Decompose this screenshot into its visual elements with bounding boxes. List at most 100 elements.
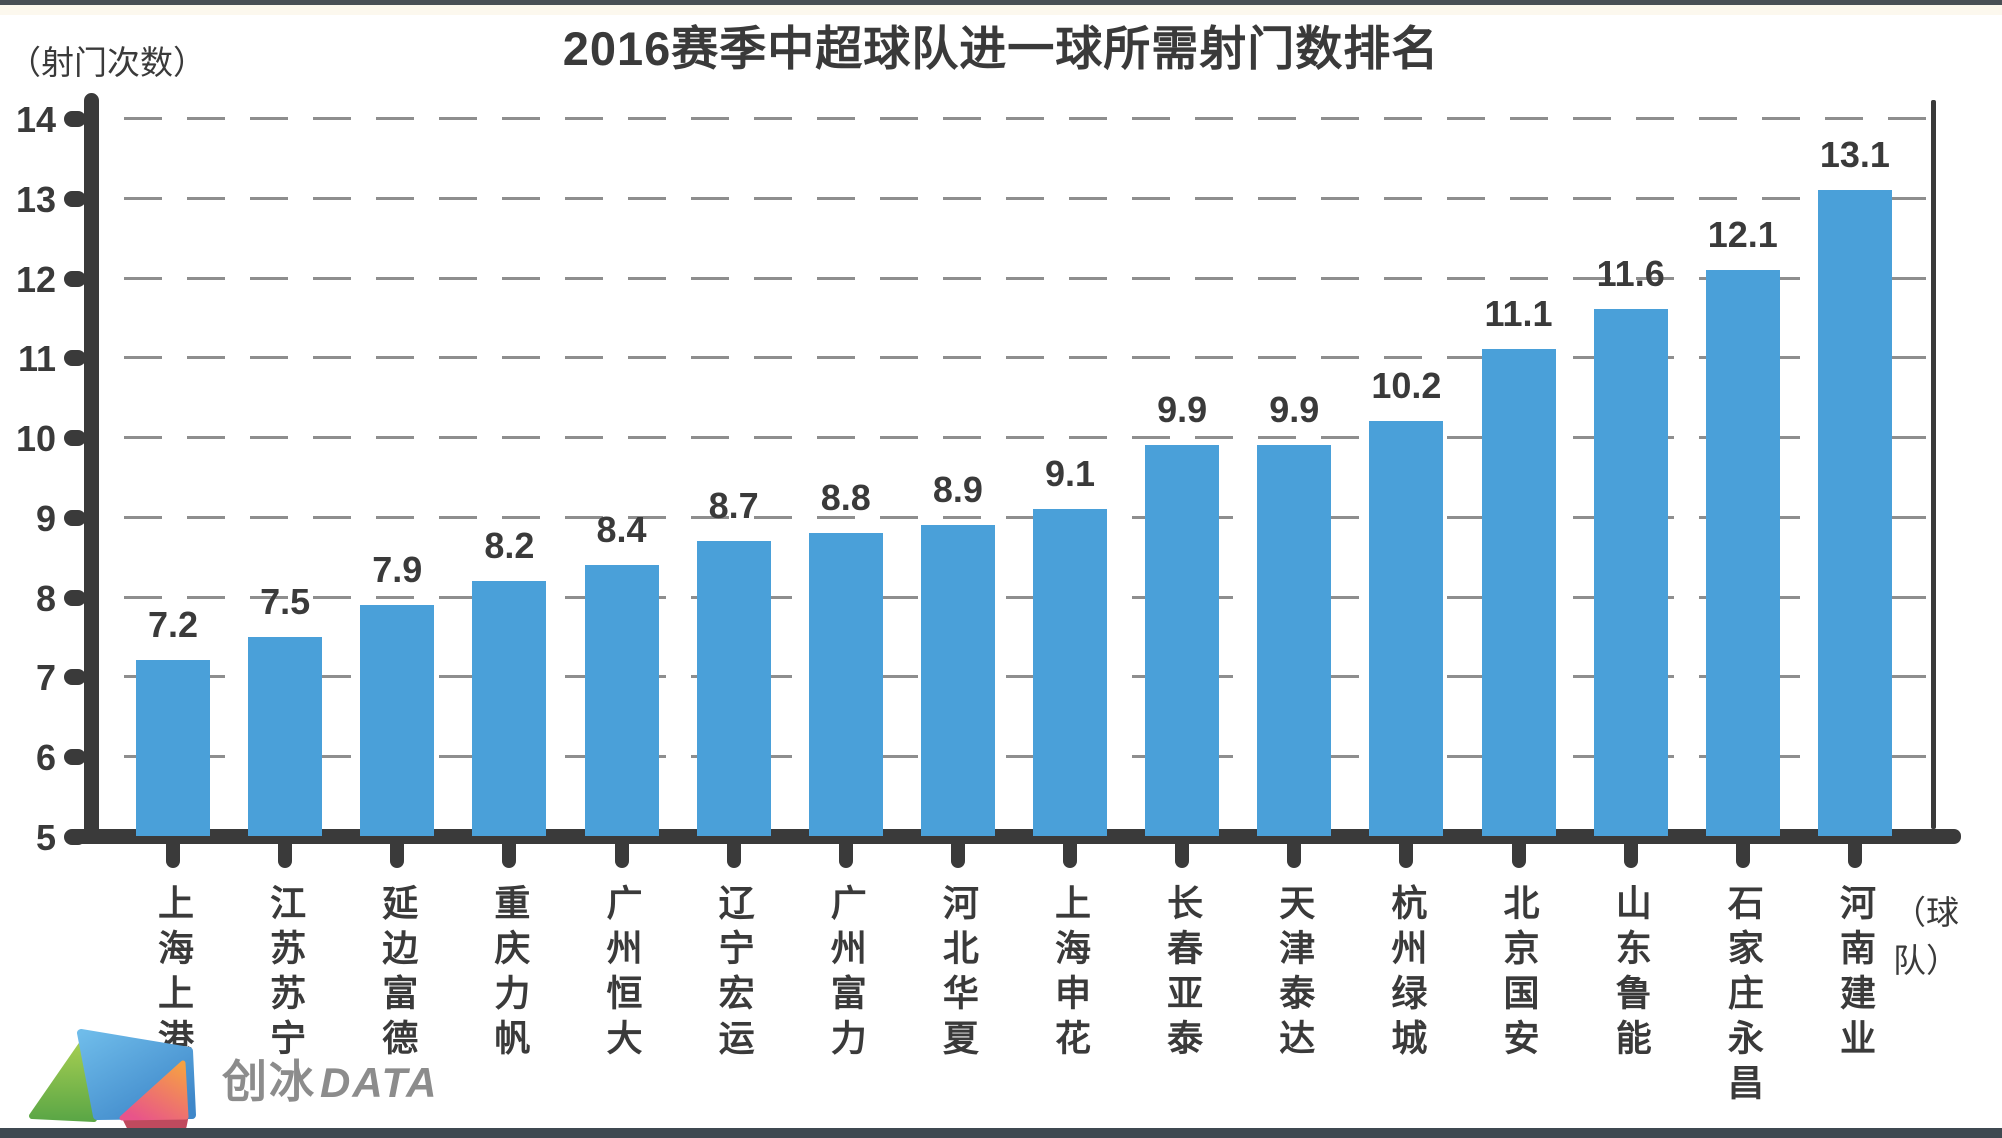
gridline [124, 755, 1931, 759]
bar-value-label: 7.2 [147, 604, 199, 646]
y-tick-label: 11 [17, 338, 56, 380]
bar [584, 564, 659, 836]
team-label: 江苏苏宁 [265, 884, 307, 1064]
x-tick [1735, 840, 1750, 868]
x-tick [614, 840, 629, 868]
bar [1257, 445, 1332, 836]
x-tick [390, 840, 405, 868]
y-tick [64, 270, 86, 287]
y-tick-label: 10 [15, 418, 56, 460]
x-tick [166, 840, 180, 868]
gridline [124, 196, 1931, 200]
bar-value-label: 12.1 [1707, 213, 1778, 255]
bottom-border-strip [0, 1128, 2002, 1138]
y-tick-label: 13 [15, 178, 56, 220]
bar-value-label: 11.1 [1484, 293, 1553, 335]
y-tick-label: 9 [35, 497, 56, 539]
team-label: 河南建业 [1834, 884, 1876, 1064]
y-tick [64, 829, 86, 845]
x-tick [1399, 840, 1414, 868]
bar [1369, 421, 1444, 836]
y-tick-label: 5 [35, 817, 56, 858]
bar-value-label: 8.9 [932, 468, 983, 510]
y-axis-unit-label: （射门次数） [8, 44, 206, 81]
x-tick [1063, 840, 1078, 868]
gridline [124, 595, 1931, 599]
bar [808, 532, 883, 836]
y-axis-line [84, 93, 99, 843]
x-tick [1175, 840, 1190, 868]
bar [472, 580, 547, 836]
bar [248, 636, 323, 836]
y-tick-label: 7 [35, 657, 56, 699]
team-label: 长春亚泰 [1162, 884, 1204, 1064]
bar [920, 524, 995, 836]
team-label: 北京国安 [1498, 884, 1540, 1064]
bar [1817, 189, 1892, 836]
y-tick-label: 14 [15, 98, 56, 140]
team-label: 山东鲁能 [1610, 884, 1652, 1064]
bar-value-label: 8.2 [484, 524, 535, 566]
bar-value-label: 8.4 [596, 508, 647, 550]
x-axis-line [68, 829, 1961, 844]
y-tick [64, 350, 86, 367]
x-axis-unit-label: （球队） [1893, 894, 1959, 979]
team-label: 广州富力 [825, 884, 867, 1064]
team-label: 河北华夏 [937, 884, 979, 1064]
bar-value-label: 13.1 [1819, 133, 1890, 175]
x-tick [1287, 840, 1302, 868]
y-tick [64, 509, 86, 526]
gridline [124, 276, 1931, 280]
y-tick [64, 430, 86, 447]
bar-value-label: 8.8 [820, 476, 871, 518]
x-tick [278, 840, 293, 868]
gridline [124, 116, 1931, 120]
y-tick-label: 8 [35, 577, 56, 619]
y-tick [64, 190, 86, 207]
x-tick [726, 840, 741, 868]
bar [136, 660, 210, 836]
gridline [124, 436, 1931, 440]
x-tick [838, 840, 853, 868]
x-tick [1511, 840, 1526, 868]
bar [1033, 508, 1108, 836]
logo-text-zh: 创冰 [222, 1056, 317, 1107]
bar-value-label: 7.5 [260, 580, 311, 622]
team-label: 延边富德 [377, 884, 419, 1064]
team-label: 广州恒大 [601, 884, 643, 1064]
x-tick [502, 840, 517, 868]
gridline [124, 356, 1931, 360]
chart-title: 2016赛季中超球队进一球所需射门数排名 [562, 22, 1440, 75]
bar-value-label: 11.6 [1596, 253, 1665, 295]
team-label: 上海申花 [1050, 884, 1092, 1064]
bar [696, 540, 771, 836]
y-tick-label: 12 [15, 258, 56, 300]
bar-value-label: 8.7 [708, 484, 759, 526]
x-tick [1847, 840, 1862, 868]
y-tick [64, 110, 86, 127]
bar [1145, 445, 1220, 836]
bar-value-label: 9.1 [1045, 452, 1096, 494]
chuangbing-data-logo: 创冰 DATA [28, 1020, 438, 1132]
gridline [124, 675, 1931, 679]
bar [360, 604, 435, 836]
logo-text-en: DATA [320, 1059, 439, 1106]
x-tick [1623, 840, 1638, 868]
plot-right-border [1931, 100, 1936, 829]
bar-value-label: 9.9 [1269, 389, 1320, 431]
team-label: 天津泰达 [1274, 884, 1316, 1064]
y-tick [64, 669, 86, 686]
y-tick-label: 6 [35, 737, 56, 779]
bar-value-label: 10.2 [1371, 365, 1442, 407]
bar [1593, 309, 1668, 836]
bar-value-label: 9.9 [1157, 389, 1208, 431]
bar [1481, 349, 1556, 836]
logo-text: 创冰 DATA [222, 1045, 438, 1110]
bar-value-label: 7.9 [372, 548, 423, 590]
team-label: 杭州绿城 [1386, 884, 1428, 1064]
team-label: 上海上港 [153, 884, 194, 1064]
cream-accent-strip [0, 5, 2002, 15]
team-label: 重庆力帆 [489, 884, 531, 1064]
bar [1705, 269, 1780, 836]
x-tick [950, 840, 965, 868]
